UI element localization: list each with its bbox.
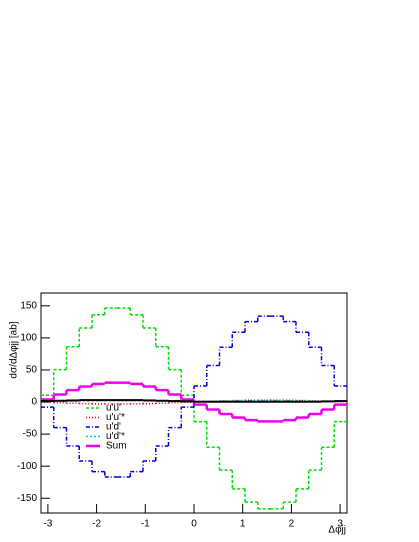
y-tick-label: -100 [17, 461, 37, 472]
x-tick-label: 2 [289, 519, 295, 530]
y-tick-label: 150 [20, 300, 37, 311]
x-axis-label: Δφjj [328, 525, 346, 536]
x-tick-label: 1 [240, 519, 246, 530]
x-tick-label: -1 [141, 519, 150, 530]
x-tick-label: -3 [43, 519, 52, 530]
y-tick-label: 50 [26, 365, 38, 376]
y-tick-label: -150 [17, 493, 37, 504]
y-axis-label: dσ/dΔφjj [ab] [9, 321, 20, 378]
legend-label: Sum [106, 441, 127, 452]
legend-label: u'u'* [106, 412, 125, 423]
y-tick-label: 0 [31, 397, 37, 408]
legend-label: u'd'* [106, 431, 125, 442]
x-tick-label: 0 [191, 519, 197, 530]
x-tick-label: -2 [92, 519, 101, 530]
y-tick-label: 100 [20, 333, 37, 344]
legend-label: u'u' [106, 403, 121, 414]
x-tick-label: 3 [337, 519, 343, 530]
legend-label: u'd' [106, 422, 121, 433]
y-tick-label: -50 [23, 429, 38, 440]
